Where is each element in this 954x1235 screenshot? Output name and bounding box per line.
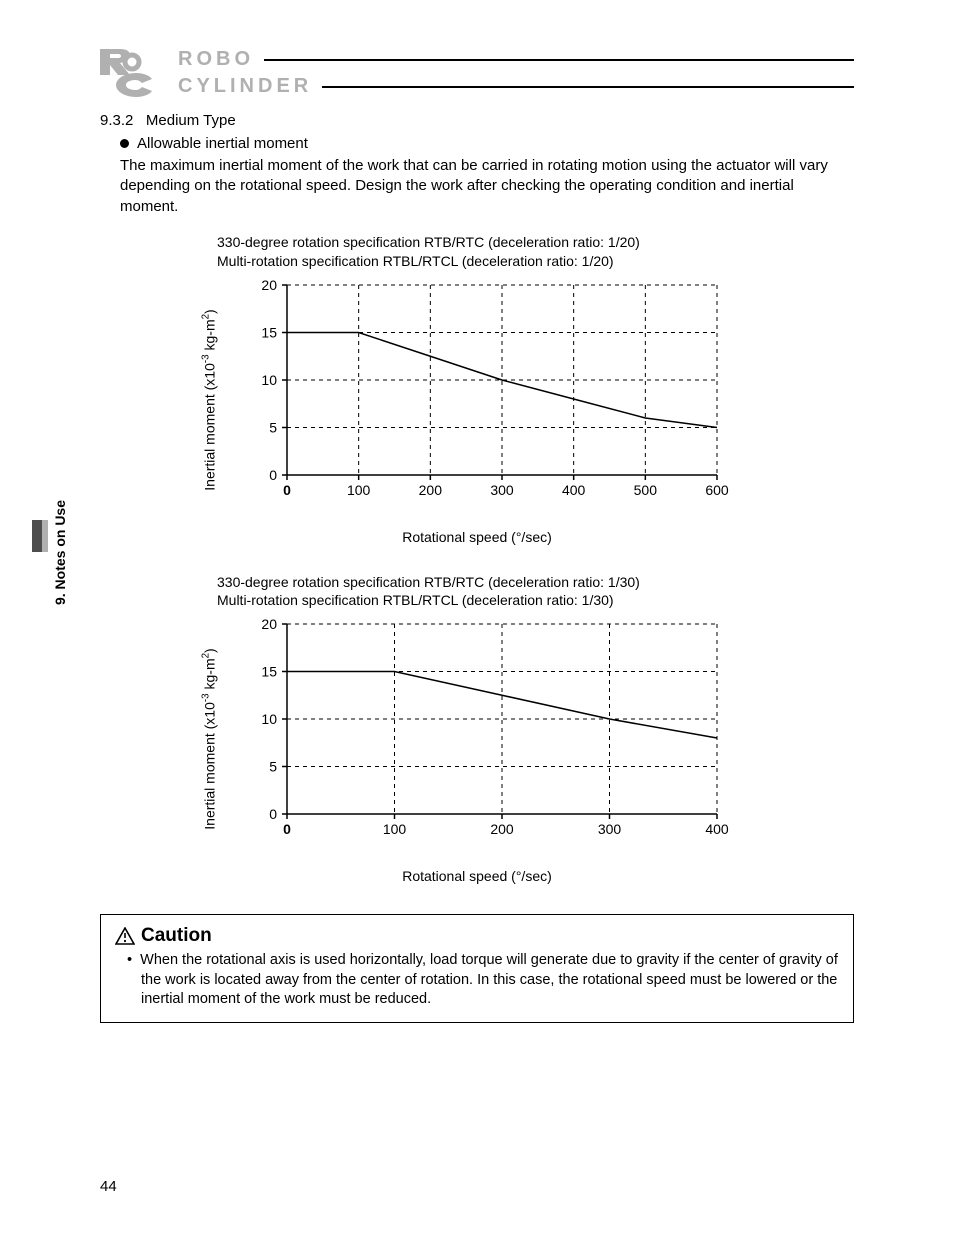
- svg-text:5: 5: [269, 759, 277, 775]
- svg-text:200: 200: [490, 821, 514, 837]
- chart-1-caption-line1: 330-degree rotation specification RTB/RT…: [217, 233, 737, 252]
- caution-box: Caution • When the rotational axis is us…: [100, 914, 854, 1023]
- chart-2-y-label: Inertial moment (x10-3 kg-m2): [201, 649, 218, 830]
- page-number: 44: [100, 1178, 117, 1195]
- caution-text: • When the rotational axis is used horiz…: [115, 951, 839, 1010]
- logo-word-2: CYLINDER: [178, 75, 854, 98]
- chart-1-block: 330-degree rotation specification RTB/RT…: [217, 233, 737, 545]
- page: 9. Notes on Use ROBO CYLINDER 9.3.2: [0, 0, 954, 1235]
- chart-1-y-label: Inertial moment (x10-3 kg-m2): [201, 309, 218, 490]
- bullet-heading-text: Allowable inertial moment: [137, 135, 308, 152]
- logo-rule-2: [322, 86, 854, 88]
- svg-text:0: 0: [283, 482, 291, 498]
- svg-text:10: 10: [261, 372, 277, 388]
- svg-text:400: 400: [562, 482, 586, 498]
- svg-text:400: 400: [705, 821, 729, 837]
- svg-text:20: 20: [261, 277, 277, 293]
- warning-icon: [115, 927, 135, 945]
- chart-1-svg: 0 100 200 300 400 500 600 0 5 10 15 20: [217, 275, 737, 505]
- chart-2-caption-line2: Multi-rotation specification RTBL/RTCL (…: [217, 591, 737, 610]
- caution-title: Caution: [141, 925, 212, 947]
- svg-text:15: 15: [261, 664, 277, 680]
- caution-head: Caution: [115, 925, 839, 947]
- svg-text:20: 20: [261, 616, 277, 632]
- chart-2-x-label: Rotational speed (°/sec): [217, 868, 737, 884]
- side-tab: [32, 520, 54, 690]
- section-heading: 9.3.2 Medium Type: [100, 112, 854, 129]
- chart-2-caption-line1: 330-degree rotation specification RTB/RT…: [217, 573, 737, 592]
- svg-text:10: 10: [261, 711, 277, 727]
- chart-1-wrap: Inertial moment (x10-3 kg-m2) 0100200300…: [217, 275, 737, 525]
- svg-text:0: 0: [283, 821, 291, 837]
- chart-1-caption-line2: Multi-rotation specification RTBL/RTCL (…: [217, 252, 737, 271]
- section-title: Medium Type: [146, 112, 236, 129]
- chart-1-captions: 330-degree rotation specification RTB/RT…: [217, 233, 737, 271]
- svg-text:5: 5: [269, 419, 277, 435]
- side-tab-dark: [32, 520, 42, 552]
- svg-text:300: 300: [598, 821, 622, 837]
- svg-text:500: 500: [634, 482, 658, 498]
- svg-text:15: 15: [261, 324, 277, 340]
- svg-text:200: 200: [419, 482, 443, 498]
- chart-2-wrap: Inertial moment (x10-3 kg-m2) 0100200300…: [217, 614, 737, 864]
- chart-1-x-label: Rotational speed (°/sec): [217, 529, 737, 545]
- side-tab-label: 9. Notes on Use: [52, 500, 68, 605]
- logo-text: ROBO CYLINDER: [178, 48, 854, 98]
- side-tab-light: [42, 520, 48, 552]
- logo-line2: CYLINDER: [178, 75, 312, 98]
- chart-2-captions: 330-degree rotation specification RTB/RT…: [217, 573, 737, 611]
- logo-mark: [100, 49, 170, 97]
- svg-text:0: 0: [269, 467, 277, 483]
- logo-rule-1: [264, 59, 854, 61]
- bullet-heading: Allowable inertial moment: [120, 135, 854, 152]
- logo-word-1: ROBO: [178, 48, 854, 71]
- section-number: 9.3.2: [100, 112, 133, 129]
- svg-text:0: 0: [269, 806, 277, 822]
- svg-text:100: 100: [383, 821, 407, 837]
- logo-line1: ROBO: [178, 48, 254, 71]
- logo-row: ROBO CYLINDER: [100, 48, 854, 98]
- intro-paragraph: The maximum inertial moment of the work …: [120, 156, 854, 217]
- svg-text:600: 600: [705, 482, 729, 498]
- svg-text:100: 100: [347, 482, 371, 498]
- chart-2-svg: 0 100 200 300 400 0 5 10 15 20: [217, 614, 737, 844]
- svg-text:300: 300: [490, 482, 514, 498]
- chart-2-block: 330-degree rotation specification RTB/RT…: [217, 573, 737, 885]
